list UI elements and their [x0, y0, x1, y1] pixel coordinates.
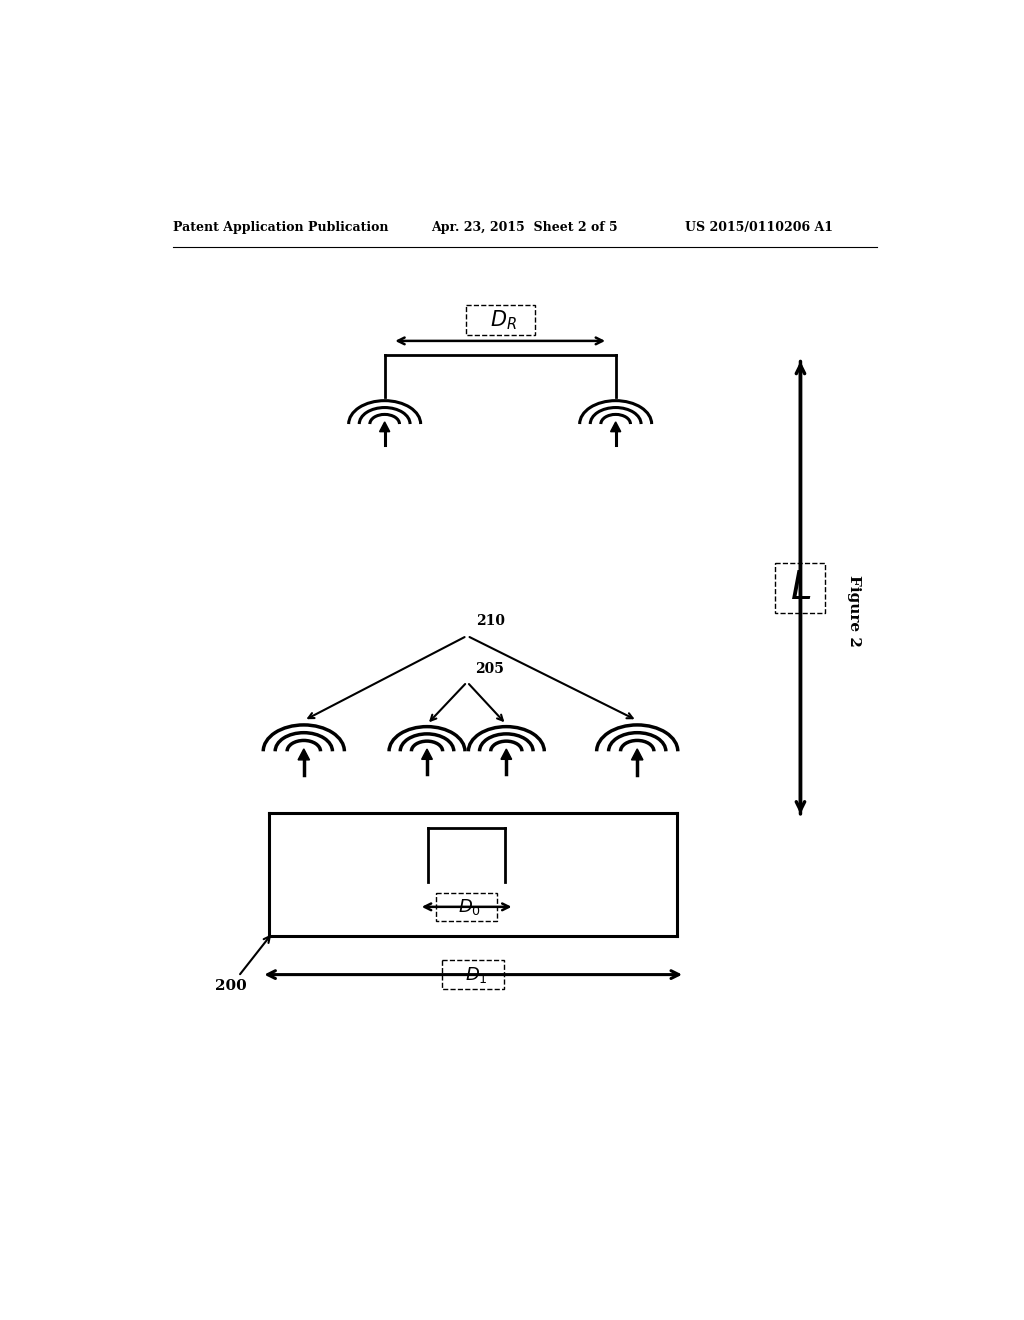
Text: $D_R$: $D_R$: [489, 309, 517, 331]
Text: Figure 2: Figure 2: [848, 574, 861, 647]
Text: Patent Application Publication: Patent Application Publication: [173, 222, 388, 234]
Text: 205: 205: [475, 661, 504, 676]
Text: US 2015/0110206 A1: US 2015/0110206 A1: [685, 222, 833, 234]
Bar: [466, 305, 535, 335]
Text: Apr. 23, 2015  Sheet 2 of 5: Apr. 23, 2015 Sheet 2 of 5: [431, 222, 617, 234]
Text: 210: 210: [476, 614, 505, 628]
Polygon shape: [610, 422, 621, 432]
Polygon shape: [380, 422, 390, 432]
Bar: [775, 562, 825, 612]
Text: $D_1$: $D_1$: [465, 965, 487, 985]
Bar: [436, 892, 498, 921]
Polygon shape: [501, 748, 512, 759]
Polygon shape: [298, 748, 309, 760]
Text: $D_0$: $D_0$: [458, 896, 481, 917]
Text: $L$: $L$: [790, 569, 811, 607]
Polygon shape: [632, 748, 643, 760]
Text: 200: 200: [215, 936, 270, 993]
Bar: [442, 960, 504, 989]
Polygon shape: [422, 748, 432, 759]
